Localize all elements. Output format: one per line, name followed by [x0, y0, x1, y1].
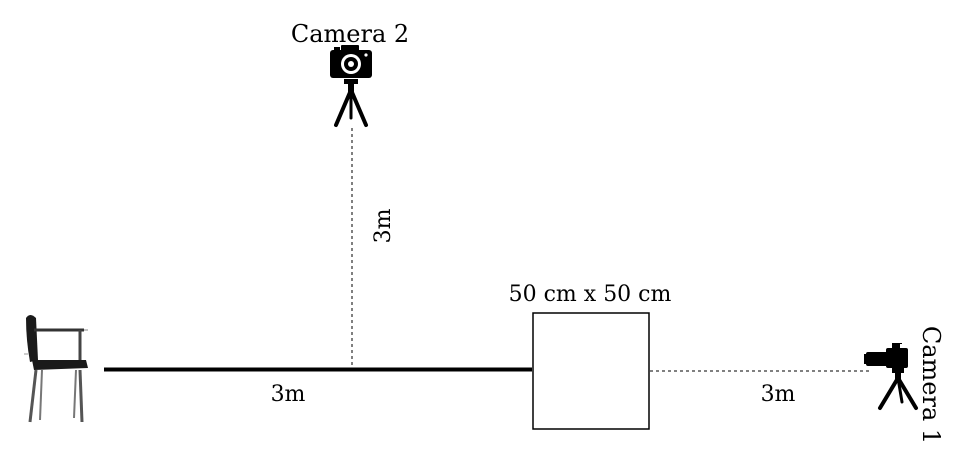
vertical-distance-label: 3m	[371, 208, 396, 243]
box-size-label: 50 cm x 50 cm	[509, 282, 672, 307]
camera2-label: Camera 2	[291, 20, 409, 48]
main-distance-label: 3m	[271, 382, 306, 407]
right-distance-label: 3m	[761, 382, 796, 407]
target-box	[532, 312, 650, 430]
camera-1-icon	[864, 343, 918, 410]
chair-icon	[24, 315, 88, 423]
camera-2-icon	[330, 45, 372, 127]
camera1-label: Camera 1	[917, 326, 945, 444]
